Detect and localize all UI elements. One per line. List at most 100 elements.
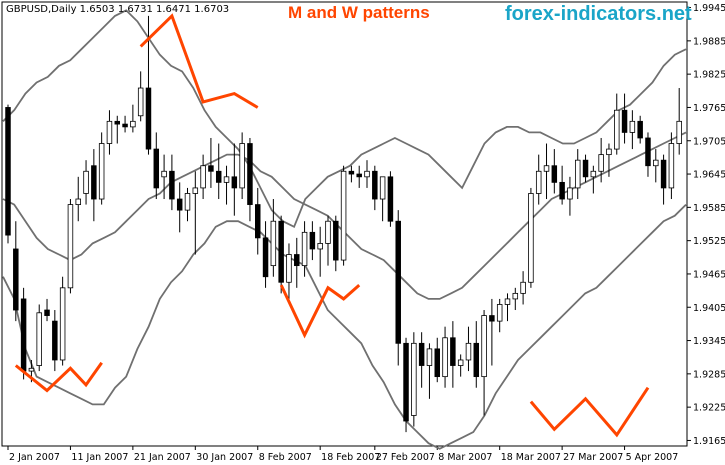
candle-bullish [567,187,573,200]
candle-bullish [301,231,308,267]
y-tick-label: 1.9525 [693,236,725,247]
candle-bullish [239,143,245,189]
candle-bullish [36,312,42,366]
candle-bullish [83,170,89,194]
candle-bullish [520,281,526,294]
y-tick-label: 1.9465 [693,269,725,280]
pattern-w2 [279,283,361,339]
candle-bullish [653,159,659,167]
candle-bearish [114,120,121,125]
candle-bullish [528,193,534,283]
pattern-m1 [139,13,259,109]
candle-bearish [91,165,97,200]
x-tick-label: 5 Apr 2007 [626,452,679,463]
candle-bullish [67,204,74,289]
candle-bullish [574,159,581,189]
candle-bullish [161,170,167,178]
y-tick-label: 1.9405 [693,303,725,314]
candle-bullish [411,342,417,416]
candle-bearish [247,143,253,205]
candle-bearish [559,181,565,200]
candle-bearish [473,342,480,378]
candle-bearish [44,309,50,316]
candle-bullish [325,220,331,244]
candle-bearish [387,176,394,222]
band-upper-line [2,9,687,229]
candle-bullish [59,287,66,361]
candle-bearish [52,320,58,361]
pattern-w1 [14,361,103,393]
candle-bullish [28,367,35,372]
candle-bearish [637,120,643,139]
candle-bearish [5,107,11,236]
candle-bearish [208,165,214,172]
candle-bullish [286,254,292,283]
candle-bearish [582,159,589,178]
candle-bullish [270,220,277,267]
candle-bearish [278,220,284,283]
candle-bullish [543,165,550,172]
candle-bearish [450,337,456,366]
candle-bullish [340,170,347,261]
candle-bearish [122,123,128,128]
candle-bearish [262,237,269,278]
y-tick-label: 1.9645 [693,170,725,181]
x-tick-label: 27 Mar 2007 [563,452,623,463]
x-tick-label: 27 Feb 2007 [376,452,435,463]
candle-bullish [481,315,487,378]
candle-bearish [169,170,175,200]
candle-bullish [200,165,206,189]
candle-bullish [496,304,503,322]
candle-bullish [590,170,597,178]
y-tick-label: 1.9945 [693,3,725,14]
candle-bearish [294,254,300,267]
candle-bullish [379,176,386,200]
candle-bearish [660,159,667,189]
candle-bullish [614,109,620,150]
x-tick-label: 30 Jan 2007 [196,452,253,463]
band-lower-line [2,203,687,450]
x-tick-label: 11 Jan 2007 [71,452,128,463]
x-tick-label: 8 Feb 2007 [259,452,312,463]
candle-bearish [418,342,425,366]
candle-bearish [309,231,316,250]
candle-bearish [153,148,160,189]
pattern-m2 [529,386,650,438]
candle-bearish [333,220,339,261]
candle-bullish [512,292,519,300]
candle-bullish [130,120,136,128]
candle-bullish [317,243,323,250]
candle-bearish [231,176,238,189]
candle-bullish [535,170,542,194]
candle-bearish [215,170,222,183]
x-tick-label: 18 Mar 2007 [501,452,561,463]
candle-bearish [403,342,409,422]
y-tick-label: 1.9765 [693,103,725,114]
candle-bearish [395,220,401,344]
x-tick-label: 8 Mar 2007 [438,452,492,463]
candle-bullish [465,342,472,361]
x-tick-label: 21 Jan 2007 [134,452,191,463]
candle-bearish [176,198,183,211]
candle-bullish [606,148,612,156]
x-tick-label: 2 Jan 2007 [9,452,60,463]
y-tick-label: 1.9885 [693,36,725,47]
candle-bearish [145,87,152,150]
candle-bearish [645,137,651,167]
candle-bullish [184,193,191,211]
y-tick-label: 1.9225 [693,403,725,414]
candle-bullish [504,298,511,305]
candle-bullish [668,143,675,189]
watermark: forex-indicators.net [505,3,692,25]
y-tick-label: 1.9585 [693,203,725,214]
y-tick-label: 1.9345 [693,336,725,347]
y-tick-label: 1.9165 [693,436,725,447]
candle-bullish [364,170,370,178]
candle-bullish [223,176,230,183]
candle-bearish [356,173,362,178]
candle-bullish [106,120,113,144]
candle-bullish [426,348,433,366]
candle-bearish [13,248,19,311]
